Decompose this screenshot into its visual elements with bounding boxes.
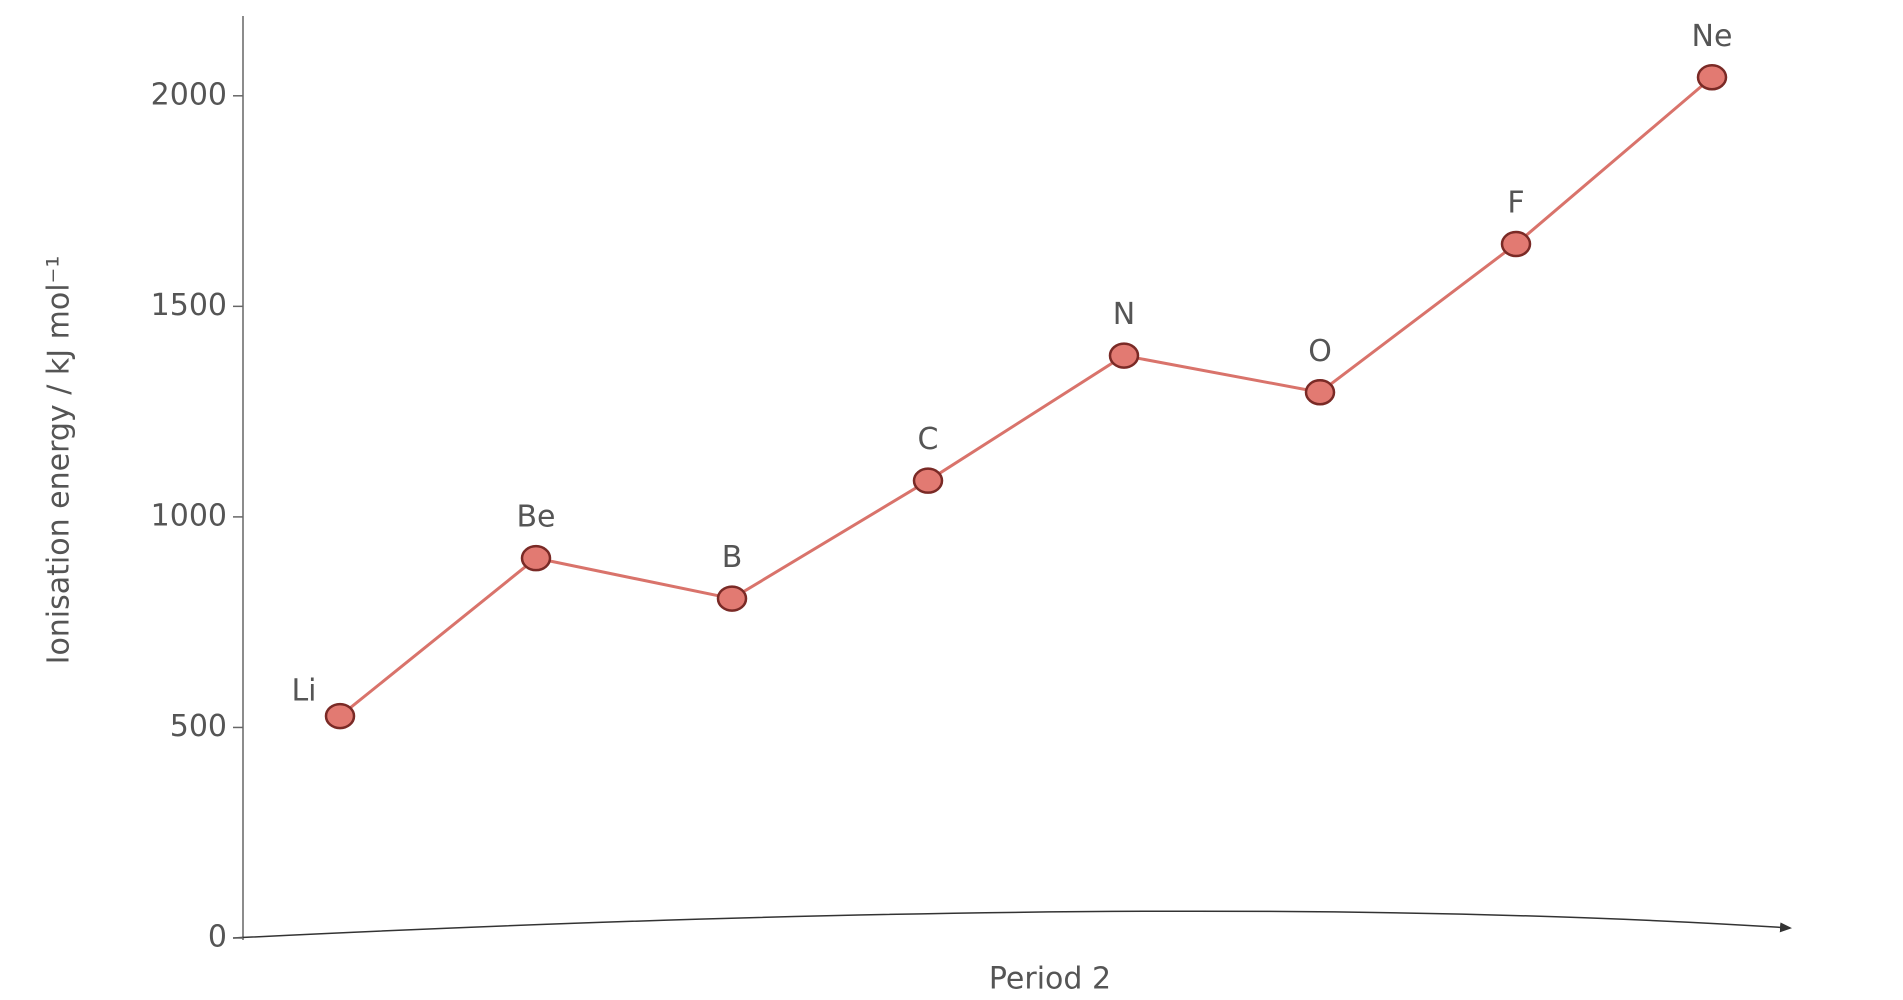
data-point xyxy=(1304,379,1336,406)
x-axis xyxy=(232,910,1792,939)
point-label: O xyxy=(1308,334,1332,369)
point-label: F xyxy=(1507,186,1524,221)
data-point xyxy=(1500,230,1532,258)
x-axis-title: Period 2 xyxy=(989,962,1111,997)
data-point xyxy=(912,467,944,494)
point-label: Li xyxy=(291,674,316,709)
series-line xyxy=(339,76,1713,718)
data-point xyxy=(1696,64,1728,91)
data-point xyxy=(520,544,552,572)
data-point xyxy=(324,702,356,730)
point-label: B xyxy=(722,540,743,575)
point-label: Ne xyxy=(1692,19,1733,54)
data-point xyxy=(1108,342,1140,369)
data-point xyxy=(716,585,748,612)
y-tick-label: 0 xyxy=(208,920,227,955)
y-tick-label: 500 xyxy=(170,709,227,744)
y-tick-label: 1500 xyxy=(151,288,227,323)
y-tick-label: 1000 xyxy=(151,498,227,533)
point-label: N xyxy=(1113,297,1135,332)
point-label: Be xyxy=(516,500,555,535)
y-axis-title: Ionisation energy / kJ mol⁻¹ xyxy=(42,256,77,665)
y-tick-label: 2000 xyxy=(151,77,227,112)
point-label: C xyxy=(918,422,939,457)
